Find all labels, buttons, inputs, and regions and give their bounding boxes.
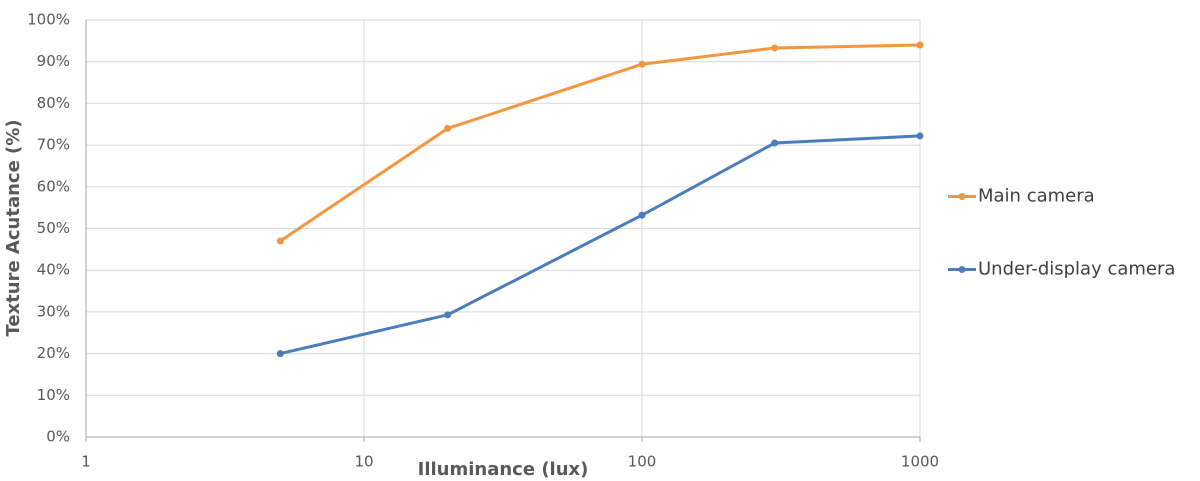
x-tick-label: 1000 xyxy=(901,453,939,471)
data-point xyxy=(916,41,924,49)
y-tick-label: 60% xyxy=(37,177,70,195)
y-tick-label: 40% xyxy=(37,261,70,279)
y-tick-label: 80% xyxy=(37,94,70,112)
data-point xyxy=(771,139,779,147)
legend-marker xyxy=(958,266,966,273)
legend-label: Main camera xyxy=(978,186,1095,207)
data-line xyxy=(279,43,921,243)
y-tick-label: 70% xyxy=(37,136,70,154)
y-tick-label: 10% xyxy=(37,386,70,404)
data-point xyxy=(276,237,284,245)
data-point xyxy=(276,350,284,358)
x-tick-label: 100 xyxy=(628,453,657,471)
x-axis-title: Illuminance (lux) xyxy=(418,459,589,480)
y-tick-label: 30% xyxy=(37,302,70,320)
data-point xyxy=(444,124,452,132)
data-point xyxy=(444,311,452,319)
y-tick-label: 90% xyxy=(37,52,70,70)
legend-marker xyxy=(958,193,966,200)
legend-label: Under-display camera xyxy=(978,259,1175,280)
data-line xyxy=(279,134,921,356)
y-tick-label: 0% xyxy=(46,428,70,446)
data-point xyxy=(638,60,646,68)
x-tick-label: 1 xyxy=(81,453,91,471)
y-tick-label: 50% xyxy=(37,219,70,237)
y-axis-title: Texture Acutance (%) xyxy=(3,119,24,336)
x-tick-label: 10 xyxy=(354,453,373,471)
y-tick-label: 20% xyxy=(37,344,70,362)
data-point xyxy=(916,132,924,140)
data-point xyxy=(771,44,779,52)
y-tick-label: 100% xyxy=(27,11,70,29)
data-point xyxy=(638,211,646,219)
